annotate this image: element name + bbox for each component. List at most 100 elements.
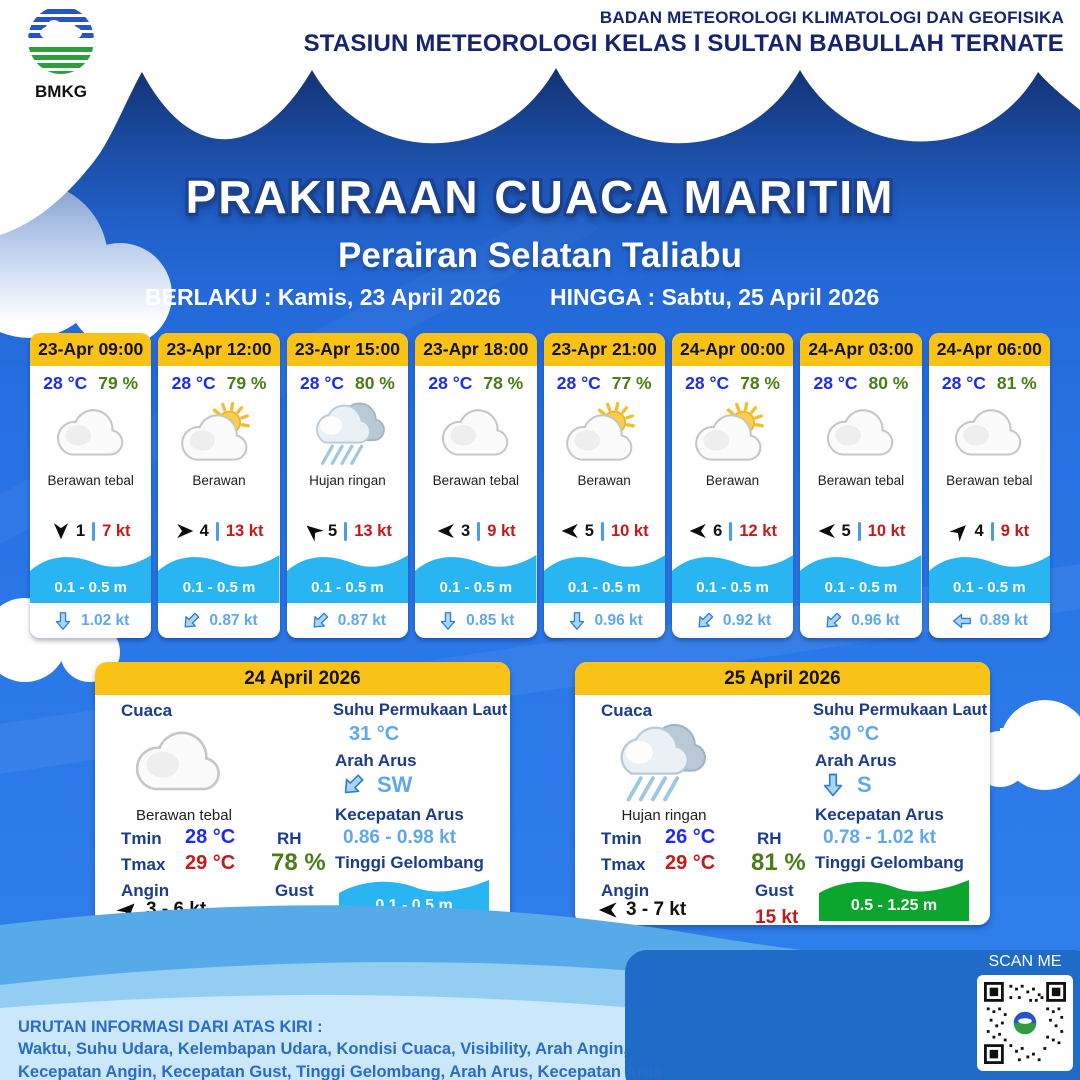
forecast-card: 23-Apr 15:00 28 °C 80 % Hujan ringan 5 1…	[286, 333, 409, 638]
wave-height-band: 0.1 - 0.5 m	[415, 547, 537, 603]
valid-to-label: HINGGA :	[550, 284, 656, 310]
hourly-forecast-row: 23-Apr 09:00 28 °C 79 % Berawan tebal 1 …	[30, 333, 1050, 638]
forecast-time: 23-Apr 09:00	[30, 333, 152, 366]
weather-icon	[672, 396, 793, 472]
divider	[729, 521, 733, 541]
divider	[92, 521, 96, 541]
temp-humidity-row: 28 °C 78 %	[415, 373, 536, 394]
wave-height: 0.1 - 0.5 m	[439, 579, 513, 596]
legend-line: Kecepatan Angin, Kecepatan Gust, Tinggi …	[18, 1062, 663, 1080]
legend-line: Waktu, Suhu Udara, Kelembapan Udara, Kon…	[18, 1040, 629, 1059]
visibility-value: 1	[75, 521, 86, 540]
tmin-value: 26 °C	[665, 826, 716, 848]
temp-humidity-row: 28 °C 81 %	[929, 373, 1050, 394]
weather-icon	[929, 396, 1050, 472]
wind-speed: 13 kt	[354, 521, 392, 540]
humidity: 80 %	[354, 373, 395, 393]
weather-condition: Berawan tebal	[136, 807, 232, 824]
tmax-value: 29 °C	[185, 852, 236, 874]
visibility-value: 5	[841, 521, 851, 540]
valid-to-value: Sabtu, 25 April 2026	[661, 284, 880, 310]
current-speed: 0.87 kt	[337, 611, 387, 629]
tmax-label: Tmax	[601, 855, 646, 874]
forecast-time: 23-Apr 21:00	[543, 333, 665, 366]
visibility-value: 4	[199, 521, 209, 540]
current-speed: 0.85 kt	[466, 611, 515, 629]
wind-row: 3 9 kt	[415, 515, 536, 547]
visibility-value: 3	[461, 521, 471, 540]
humidity: 78 %	[740, 373, 780, 393]
forecast-card: 23-Apr 21:00 28 °C 77 % Berawan 5 10 kt …	[543, 333, 665, 638]
wind-speed: 10 kt	[610, 521, 649, 540]
current-direction-label: Arah Arus	[815, 751, 897, 770]
current-direction-row: S	[819, 771, 872, 799]
temp-humidity-row: 28 °C 80 %	[800, 373, 921, 394]
current-speed: 1.02 kt	[81, 611, 130, 629]
wave-height-band: 0.1 - 0.5 m	[671, 547, 794, 603]
wind-direction-icon	[299, 517, 327, 545]
wind-row: 5 10 kt	[800, 515, 921, 547]
wave-height-band: 0.1 - 0.5 m	[543, 547, 665, 603]
temp-humidity-row: 28 °C 80 %	[287, 373, 408, 394]
wave-height: 0.1 - 0.5 m	[54, 579, 127, 596]
wind-direction-icon	[688, 521, 708, 541]
humidity: 79 %	[226, 373, 267, 393]
tmin-label: Tmin	[601, 829, 642, 848]
wind-speed: 12 kt	[739, 521, 777, 540]
wind-direction-icon	[175, 521, 195, 541]
wave-height: 0.1 - 0.5 m	[696, 579, 769, 596]
current-direction-icon	[437, 610, 459, 632]
divider	[215, 521, 219, 541]
sst-label: Suhu Permukaan Laut	[333, 701, 508, 719]
page-title: PRAKIRAAN CUACA MARITIM	[185, 171, 895, 223]
air-temperature: 28 °C	[941, 373, 986, 393]
weather-icon	[158, 396, 279, 472]
wind-speed: 9 kt	[487, 521, 516, 540]
wind-speed: 13 kt	[225, 521, 264, 540]
weather-condition: Berawan	[192, 473, 246, 488]
current-row: 0.87 kt	[158, 603, 280, 638]
visibility-value: 5	[584, 521, 594, 540]
forecast-time: 24-Apr 00:00	[671, 333, 794, 366]
air-temperature: 28 °C	[171, 373, 216, 393]
current-row: 0.96 kt	[543, 603, 665, 638]
current-direction-icon	[951, 610, 973, 632]
wind-row: 4 13 kt	[158, 515, 279, 547]
scan-me-label: SCAN ME	[988, 953, 1062, 970]
divider	[857, 521, 861, 541]
gust-value: 15 kt	[755, 907, 799, 925]
current-speed-value: 0.78 - 1.02 kt	[823, 827, 937, 848]
weather-icon	[30, 396, 151, 472]
current-direction-icon	[304, 605, 335, 636]
rh-value: 81 %	[751, 849, 806, 876]
current-speed-value: 0.86 - 0.98 kt	[343, 827, 457, 848]
wind-direction-icon	[436, 521, 456, 541]
current-row: 0.87 kt	[286, 603, 409, 638]
current-direction-icon	[176, 605, 207, 636]
current-speed: 0.96 kt	[594, 611, 643, 629]
gust-label: Gust	[275, 881, 314, 900]
current-speed: 0.92 kt	[722, 611, 772, 629]
weather-condition: Berawan tebal	[47, 473, 134, 488]
forecast-card: 23-Apr 18:00 28 °C 78 % Berawan tebal 3 …	[415, 333, 537, 638]
daily-forecast-card: 25 April 2026 Cuaca Hujan ringan Tmin 26…	[575, 662, 990, 925]
wave-height-band: 0.1 - 0.5 m	[286, 547, 409, 603]
tmax-value: 29 °C	[665, 852, 716, 874]
wind-direction-icon	[51, 521, 71, 541]
current-speed: 0.87 kt	[209, 611, 258, 629]
humidity: 79 %	[98, 373, 139, 393]
current-speed-label: Kecepatan Arus	[815, 805, 944, 824]
wave-height-chip: 0.5 - 1.25 m	[819, 875, 969, 921]
svg-text:BMKG: BMKG	[35, 82, 87, 100]
agency-name: BADAN METEOROLOGI KLIMATOLOGI DAN GEOFIS…	[599, 8, 1064, 27]
daily-card-body: Cuaca Hujan ringan Tmin 26 °C Tmax 29 °C…	[575, 695, 990, 925]
daily-date: 24 April 2026	[95, 662, 510, 695]
weather-condition: Hujan ringan	[309, 473, 386, 488]
wind-range: 3 - 7 kt	[626, 899, 687, 920]
visibility-value: 6	[713, 521, 723, 540]
visibility-value: 5	[328, 521, 338, 540]
wave-height-label: Tinggi Gelombang	[815, 853, 964, 872]
forecast-card: 23-Apr 09:00 28 °C 79 % Berawan tebal 1 …	[30, 333, 152, 638]
humidity: 81 %	[996, 373, 1037, 393]
